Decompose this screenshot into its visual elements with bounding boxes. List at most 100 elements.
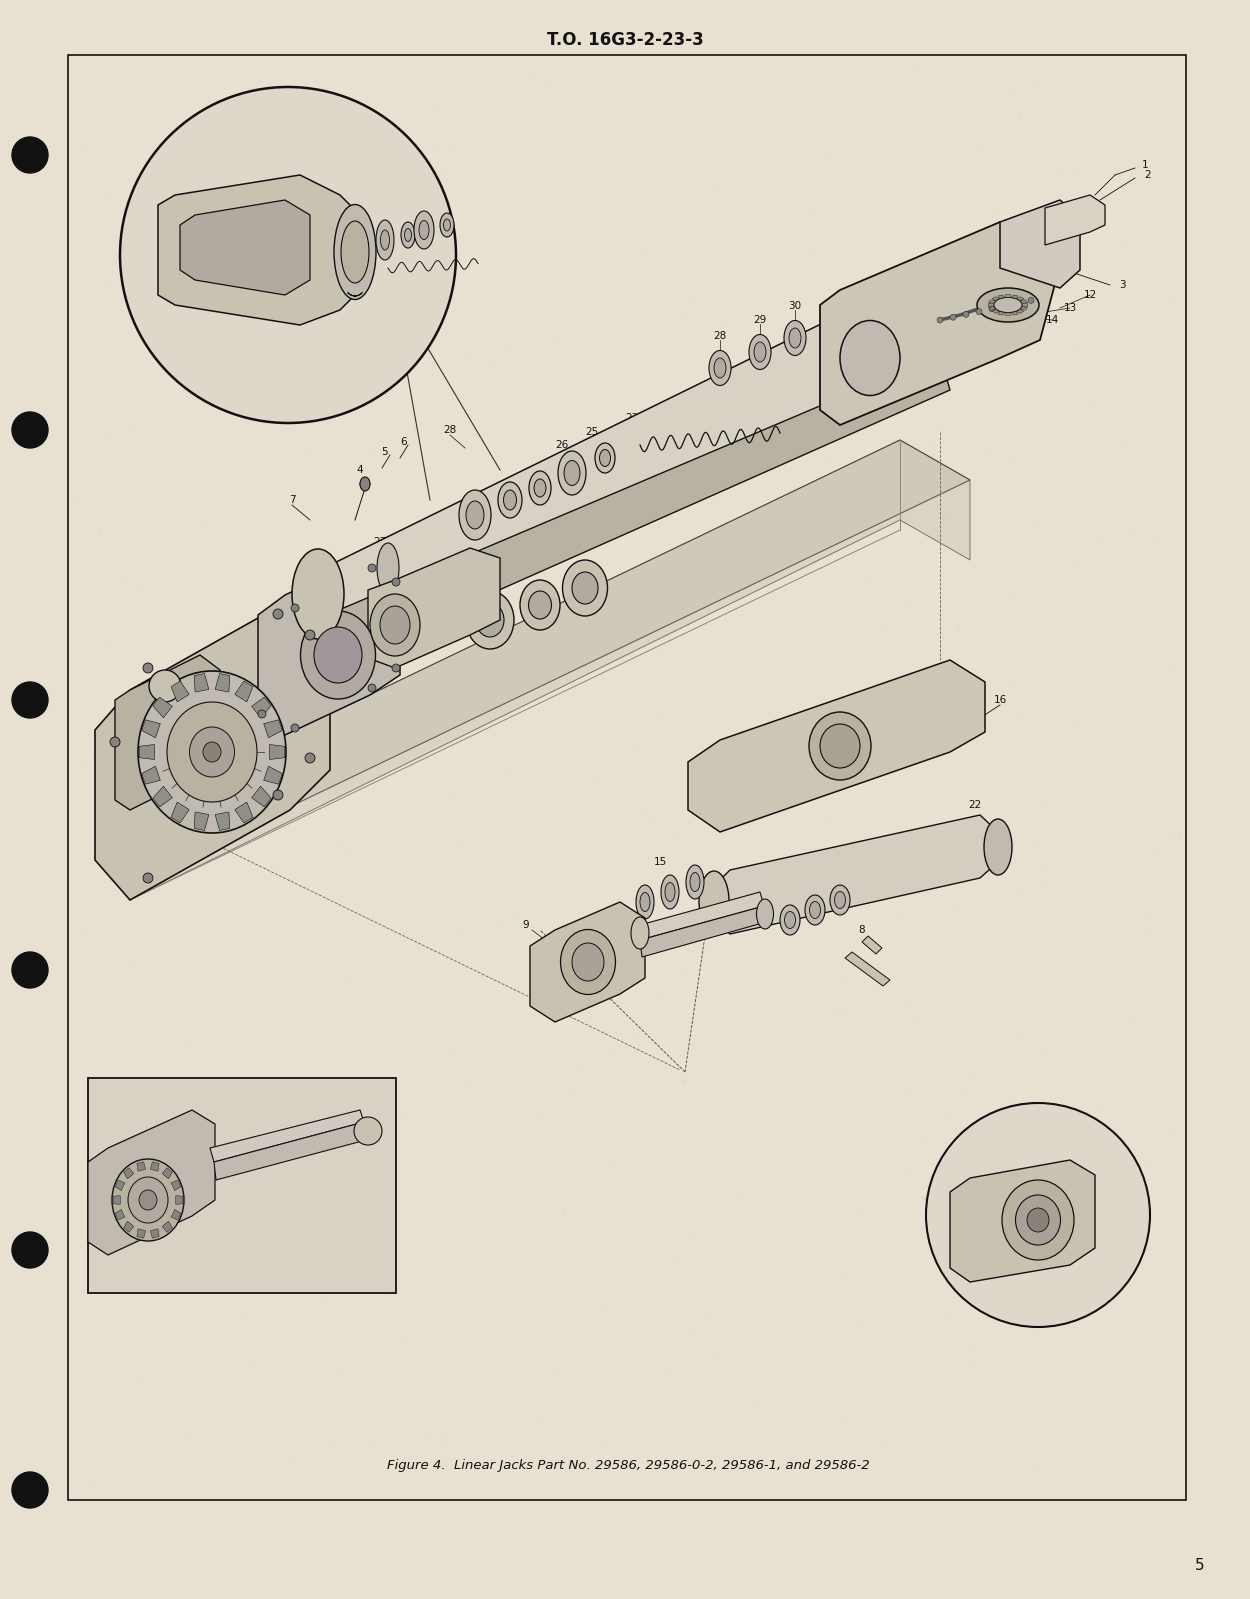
Polygon shape	[141, 766, 160, 784]
Polygon shape	[530, 902, 645, 1022]
Ellipse shape	[1015, 1194, 1060, 1246]
Circle shape	[938, 317, 942, 323]
Polygon shape	[152, 787, 173, 807]
Polygon shape	[1016, 297, 1024, 301]
Polygon shape	[162, 1167, 172, 1178]
Ellipse shape	[558, 451, 586, 496]
Ellipse shape	[640, 892, 650, 911]
Polygon shape	[258, 555, 400, 736]
Polygon shape	[712, 815, 998, 934]
Circle shape	[110, 737, 120, 747]
Polygon shape	[150, 1162, 159, 1170]
Circle shape	[305, 753, 315, 763]
Polygon shape	[640, 892, 764, 940]
Ellipse shape	[354, 1118, 382, 1145]
Ellipse shape	[127, 1177, 168, 1223]
Ellipse shape	[341, 221, 369, 283]
Ellipse shape	[314, 627, 362, 683]
Circle shape	[12, 138, 47, 173]
Ellipse shape	[994, 297, 1022, 312]
Ellipse shape	[560, 929, 615, 995]
Polygon shape	[162, 1222, 172, 1233]
Ellipse shape	[714, 358, 726, 377]
Circle shape	[142, 873, 152, 883]
Ellipse shape	[360, 477, 370, 491]
Circle shape	[976, 309, 982, 315]
Circle shape	[392, 577, 400, 585]
Ellipse shape	[699, 871, 729, 931]
Polygon shape	[141, 720, 160, 737]
Polygon shape	[171, 803, 189, 823]
Polygon shape	[264, 720, 282, 737]
Ellipse shape	[466, 500, 484, 529]
Ellipse shape	[334, 205, 376, 299]
Bar	[88, 1078, 396, 1294]
Ellipse shape	[370, 593, 420, 656]
Text: 11: 11	[1081, 1158, 1095, 1167]
Ellipse shape	[785, 911, 795, 929]
Ellipse shape	[978, 288, 1039, 321]
Polygon shape	[114, 1196, 120, 1204]
Ellipse shape	[1003, 1180, 1074, 1260]
Ellipse shape	[190, 728, 235, 777]
Ellipse shape	[138, 672, 286, 833]
Polygon shape	[152, 697, 173, 718]
Text: 17: 17	[194, 715, 206, 724]
Polygon shape	[150, 1228, 159, 1238]
Ellipse shape	[709, 350, 731, 385]
Text: 24: 24	[754, 387, 766, 397]
Text: 15: 15	[654, 857, 666, 867]
Polygon shape	[845, 951, 890, 987]
Polygon shape	[215, 673, 230, 692]
Text: 6: 6	[401, 437, 408, 448]
Ellipse shape	[202, 742, 221, 763]
Polygon shape	[171, 681, 189, 702]
Polygon shape	[1005, 294, 1011, 297]
Text: 33: 33	[234, 166, 246, 177]
Polygon shape	[992, 297, 1000, 301]
Polygon shape	[176, 1196, 182, 1204]
Text: T.O. 16G3-2-23-3: T.O. 16G3-2-23-3	[546, 30, 704, 50]
Polygon shape	[171, 1180, 181, 1191]
Text: 8: 8	[845, 883, 851, 892]
Circle shape	[368, 564, 376, 572]
Circle shape	[291, 724, 299, 732]
Text: 9: 9	[522, 919, 529, 931]
Circle shape	[120, 86, 456, 424]
Circle shape	[1003, 302, 1008, 309]
Ellipse shape	[112, 1159, 184, 1241]
Text: 32: 32	[255, 163, 269, 173]
Ellipse shape	[444, 219, 450, 230]
Ellipse shape	[459, 489, 491, 540]
Polygon shape	[136, 1162, 146, 1170]
Polygon shape	[368, 548, 500, 668]
Ellipse shape	[572, 943, 604, 982]
Text: 22: 22	[969, 800, 981, 811]
Circle shape	[950, 313, 956, 320]
Polygon shape	[124, 1167, 134, 1178]
Circle shape	[962, 312, 969, 317]
Polygon shape	[214, 1122, 366, 1180]
Polygon shape	[124, 1222, 134, 1233]
Polygon shape	[950, 1159, 1095, 1282]
Text: 7: 7	[289, 496, 295, 505]
Text: 32: 32	[304, 313, 316, 323]
Polygon shape	[1016, 310, 1024, 313]
Polygon shape	[640, 907, 766, 956]
Text: 34: 34	[344, 320, 356, 329]
Ellipse shape	[661, 875, 679, 908]
Polygon shape	[130, 440, 970, 851]
Ellipse shape	[534, 480, 546, 497]
Polygon shape	[95, 600, 330, 900]
Polygon shape	[1005, 313, 1011, 315]
Bar	[68, 54, 1186, 1500]
Polygon shape	[130, 440, 970, 900]
Text: 35: 35	[289, 155, 301, 165]
Ellipse shape	[756, 899, 774, 929]
Text: 2: 2	[1145, 169, 1151, 181]
Text: 27: 27	[374, 537, 386, 547]
Text: Figure 4.  Linear Jacks Part No. 29586, 29586-0-2, 29586-1, and 29586-2: Figure 4. Linear Jacks Part No. 29586, 2…	[386, 1458, 869, 1471]
Text: 23: 23	[625, 413, 639, 424]
Text: 18: 18	[329, 604, 341, 616]
Ellipse shape	[300, 611, 375, 699]
